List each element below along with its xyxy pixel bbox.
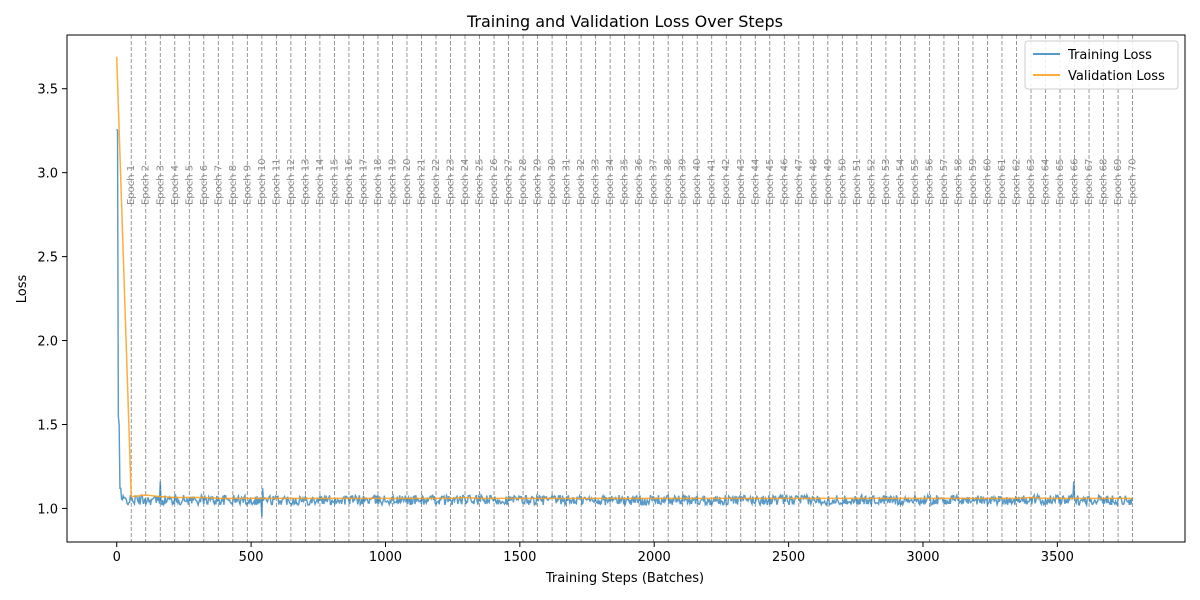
epoch-label: Epoch 59 <box>968 158 979 205</box>
y-tick-label: 3.0 <box>37 167 58 182</box>
epoch-label: Epoch 62 <box>1011 158 1022 205</box>
epoch-label: Epoch 18 <box>373 158 384 205</box>
epoch-label: Epoch 19 <box>387 158 398 205</box>
epoch-label: Epoch 48 <box>808 158 819 205</box>
series-validation-loss <box>115 56 1133 500</box>
legend-label: Training Loss <box>1067 48 1152 63</box>
epoch-label: Epoch 32 <box>576 158 587 205</box>
epoch-label: Epoch 14 <box>315 158 326 205</box>
epoch-label: Epoch 27 <box>504 158 515 205</box>
epoch-label: Epoch 21 <box>416 158 427 205</box>
x-tick-label: 1500 <box>503 550 536 565</box>
epoch-label: Epoch 37 <box>649 158 660 205</box>
epoch-label: Epoch 11 <box>271 158 282 205</box>
x-tick-label: 500 <box>239 550 264 565</box>
y-tick-label: 3.5 <box>37 83 58 98</box>
epoch-label: Epoch 50 <box>837 158 848 205</box>
epoch-label: Epoch 29 <box>533 158 544 205</box>
legend-box <box>1024 40 1179 90</box>
epoch-markers: Epoch 1 Epoch 2 Epoch 3 Epoch 4 Epoch 5 Epoch… <box>126 35 1139 542</box>
epoch-label: Epoch 58 <box>953 158 964 205</box>
legend-label: Validation Loss <box>1068 69 1165 84</box>
epoch-label: Epoch 39 <box>678 158 689 205</box>
epoch-label: Epoch 41 <box>707 158 718 205</box>
x-tick-label: 2500 <box>772 550 805 565</box>
epoch-label: Epoch 70 <box>1128 158 1139 205</box>
epoch-label: Epoch 43 <box>736 158 747 205</box>
epoch-label: Epoch 64 <box>1041 158 1052 205</box>
epoch-label: Epoch 33 <box>591 158 602 205</box>
plot-frame <box>66 34 1186 543</box>
epoch-label: Epoch 49 <box>823 158 834 205</box>
epoch-label: Epoch 56 <box>924 158 935 205</box>
epoch-label: Epoch 57 <box>939 158 950 205</box>
epoch-label: Epoch 34 <box>605 158 616 205</box>
epoch-label: Epoch 53 <box>881 158 892 205</box>
epoch-label: Epoch 60 <box>982 158 993 205</box>
y-tick-label: 1.5 <box>37 418 58 433</box>
y-tick-label: 2.5 <box>37 251 58 266</box>
epoch-label: Epoch 26 <box>489 158 500 205</box>
epoch-label: Epoch 4 <box>170 165 181 205</box>
epoch-label: Epoch 52 <box>866 158 877 205</box>
epoch-label: Epoch 10 <box>257 158 268 205</box>
axes: 0 500 1000 1500 2000 2500 3000 3500 1.0 1.5 2.0 2.5… <box>37 83 1074 565</box>
chart-title: Training and Validation Loss Over Steps <box>466 12 783 31</box>
x-tick-label: 2000 <box>638 550 671 565</box>
epoch-label: Epoch 42 <box>721 158 732 205</box>
epoch-label: Epoch 8 <box>228 165 239 205</box>
y-tick-label: 1.0 <box>37 502 58 517</box>
epoch-label: Epoch 23 <box>446 158 457 205</box>
epoch-label: Epoch 13 <box>300 158 311 205</box>
x-tick-label: 0 <box>113 550 121 565</box>
epoch-label: Epoch 66 <box>1070 158 1081 205</box>
epoch-label: Epoch 51 <box>852 158 863 205</box>
y-tick-label: 2.0 <box>37 335 58 350</box>
series-layer <box>115 56 1133 517</box>
x-axis-label: Training Steps (Batches) <box>545 571 704 586</box>
epoch-label: Epoch 69 <box>1113 158 1124 205</box>
epoch-label: Epoch 68 <box>1099 158 1110 205</box>
epoch-label: Epoch 54 <box>895 158 906 205</box>
epoch-label: Epoch 31 <box>562 158 573 205</box>
epoch-label: Epoch 2 <box>141 165 152 205</box>
epoch-label: Epoch 44 <box>750 158 761 205</box>
epoch-label: Epoch 38 <box>663 158 674 205</box>
epoch-label: Epoch 61 <box>997 158 1008 205</box>
epoch-label: Epoch 47 <box>794 158 805 205</box>
x-tick-label: 1000 <box>369 550 402 565</box>
y-axis-label: Loss <box>15 275 30 304</box>
epoch-label: Epoch 45 <box>765 158 776 205</box>
epoch-label: Epoch 16 <box>344 158 355 205</box>
epoch-label: Epoch 22 <box>431 158 442 205</box>
epoch-label: Epoch 35 <box>620 158 631 205</box>
epoch-label: Epoch 12 <box>286 158 297 205</box>
epoch-label: Epoch 63 <box>1026 158 1037 205</box>
x-tick-label: 3500 <box>1041 550 1074 565</box>
epoch-label: Epoch 1 <box>126 165 137 205</box>
epoch-label: Epoch 28 <box>518 158 529 205</box>
epoch-label: Epoch 15 <box>329 158 340 205</box>
epoch-label: Epoch 46 <box>779 158 790 205</box>
epoch-label: Epoch 30 <box>547 158 558 205</box>
epoch-label: Epoch 3 <box>155 165 166 205</box>
x-tick-label: 3000 <box>906 550 939 565</box>
epoch-label: Epoch 17 <box>358 158 369 205</box>
epoch-label: Epoch 40 <box>692 158 703 205</box>
epoch-label: Epoch 25 <box>475 158 486 205</box>
epoch-label: Epoch 7 <box>213 165 224 205</box>
epoch-label: Epoch 36 <box>634 158 645 205</box>
epoch-label: Epoch 5 <box>184 165 195 205</box>
epoch-label: Epoch 9 <box>242 165 253 205</box>
epoch-label: Epoch 20 <box>402 158 413 205</box>
epoch-label: Epoch 6 <box>199 165 210 205</box>
epoch-label: Epoch 65 <box>1055 158 1066 205</box>
epoch-label: Epoch 55 <box>910 158 921 205</box>
legend: Training Loss Validation Loss <box>1024 40 1179 90</box>
epoch-label: Epoch 24 <box>460 158 471 205</box>
epoch-label: Epoch 67 <box>1084 158 1095 205</box>
